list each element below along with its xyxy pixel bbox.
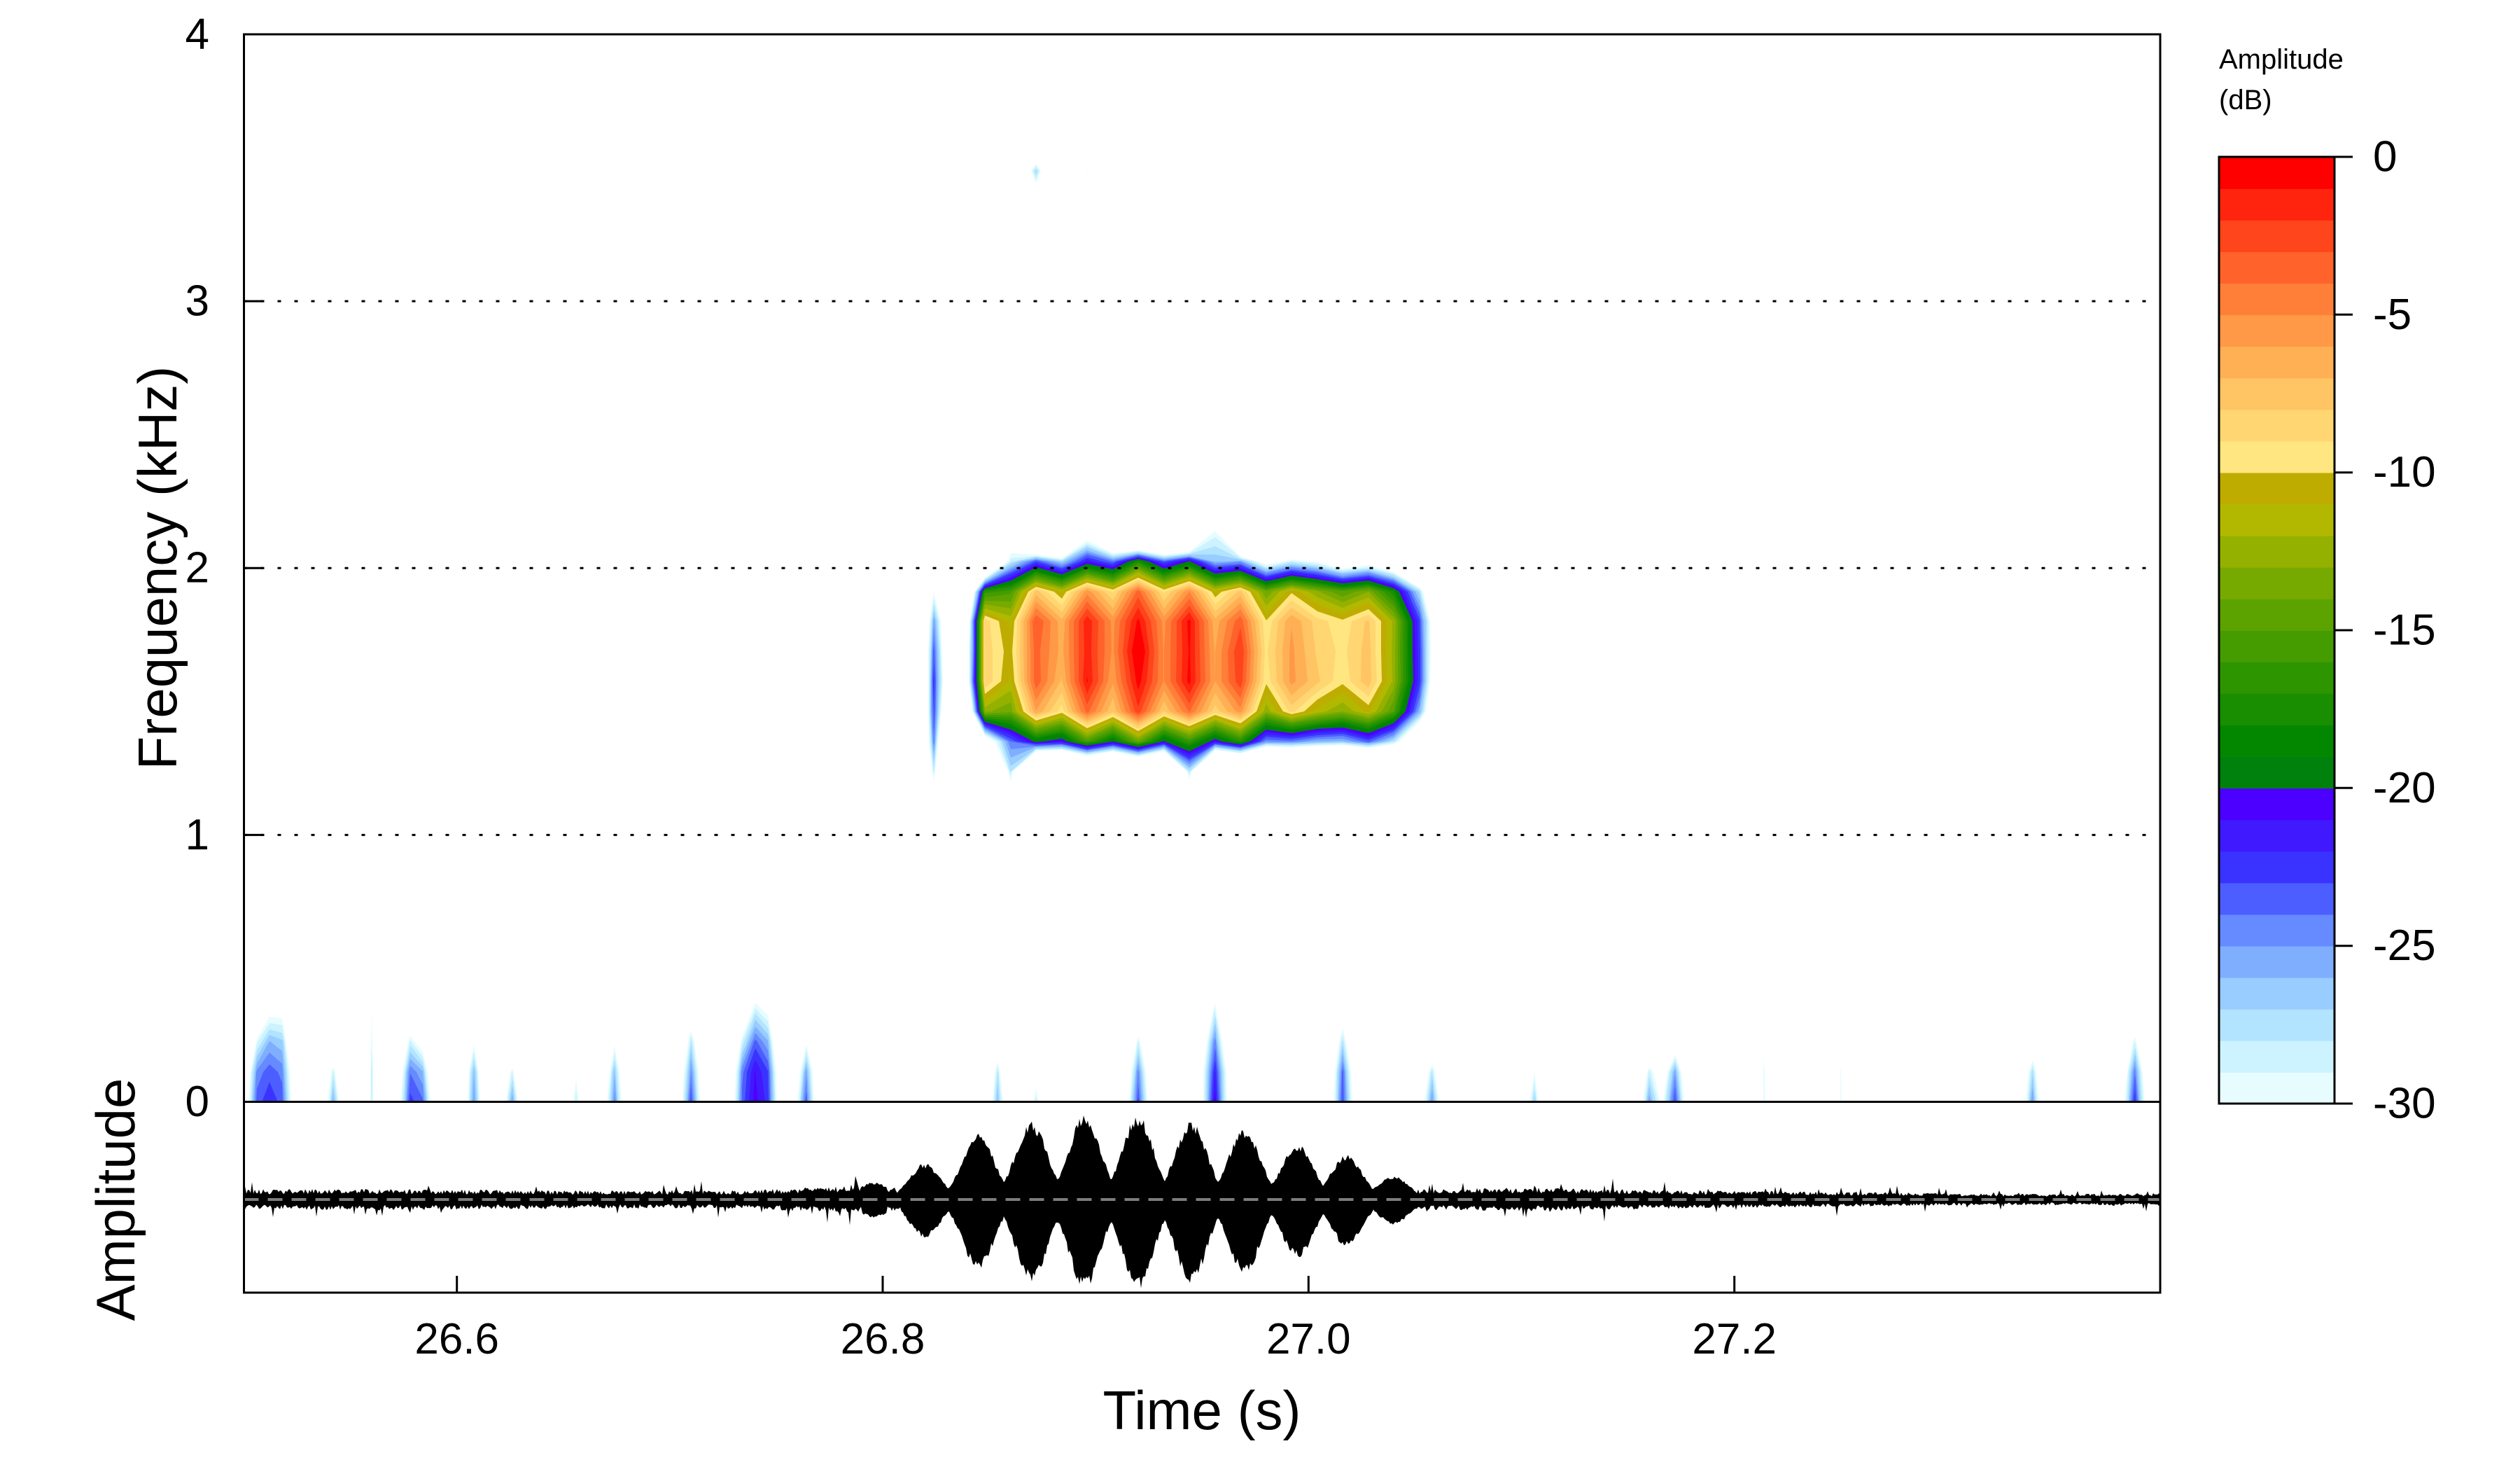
svg-text:Amplitude: Amplitude — [85, 1078, 146, 1321]
svg-text:3: 3 — [186, 277, 209, 326]
svg-text:0: 0 — [186, 1078, 209, 1126]
svg-text:Time (s): Time (s) — [1102, 1379, 1301, 1441]
svg-text:-5: -5 — [2373, 291, 2412, 339]
svg-text:-15: -15 — [2373, 606, 2436, 655]
svg-text:1: 1 — [186, 811, 209, 859]
svg-text:2: 2 — [186, 544, 209, 592]
svg-text:Frequency (kHz): Frequency (kHz) — [127, 366, 188, 770]
svg-text:26.8: 26.8 — [841, 1315, 925, 1363]
svg-text:(dB): (dB) — [2219, 85, 2272, 116]
svg-text:-10: -10 — [2373, 448, 2436, 496]
svg-text:27.2: 27.2 — [1692, 1315, 1777, 1363]
svg-text:0: 0 — [2373, 133, 2397, 181]
svg-text:-25: -25 — [2373, 922, 2436, 970]
svg-text:26.6: 26.6 — [414, 1315, 499, 1363]
svg-text:4: 4 — [186, 11, 209, 59]
svg-text:27.0: 27.0 — [1266, 1315, 1351, 1363]
svg-text:-20: -20 — [2373, 764, 2436, 812]
svg-text:-30: -30 — [2373, 1080, 2436, 1128]
svg-text:Amplitude: Amplitude — [2219, 44, 2344, 75]
